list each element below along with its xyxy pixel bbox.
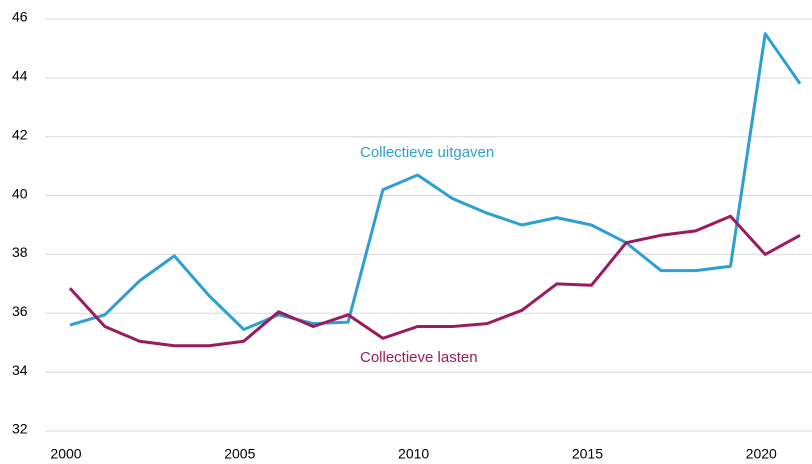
series-line: [68, 214, 801, 348]
series-line: [69, 32, 802, 331]
y-tick-label: 44: [12, 68, 28, 84]
x-tick-label: 2000: [50, 446, 81, 462]
y-tick-label: 42: [12, 126, 28, 142]
y-tick-label: 38: [12, 244, 28, 260]
y-tick-label: 46: [12, 9, 28, 25]
y-tick-label: 36: [12, 303, 28, 319]
y-tick-label: 40: [12, 185, 28, 201]
series-label: Collectieve lasten: [360, 349, 478, 366]
x-tick-label: 2015: [572, 446, 603, 462]
y-tick-label: 34: [12, 362, 28, 378]
x-tick-label: 2020: [746, 446, 777, 462]
series-label: Collectieve uitgaven: [360, 144, 494, 161]
y-tick-label: 32: [12, 421, 28, 437]
x-tick-label: 2010: [398, 446, 429, 462]
x-tick-label: 2005: [224, 446, 255, 462]
